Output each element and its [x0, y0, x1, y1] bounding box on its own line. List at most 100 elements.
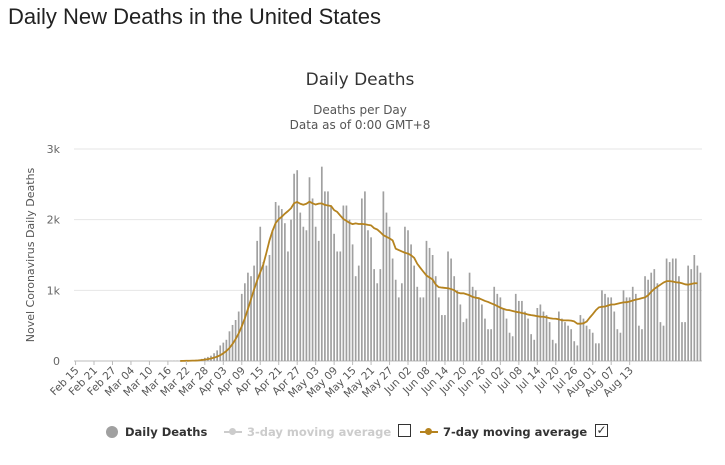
bar-daily-deaths	[447, 251, 449, 361]
bar-daily-deaths	[228, 331, 231, 361]
bar-daily-deaths	[508, 332, 511, 361]
bar-daily-deaths	[678, 276, 680, 361]
bar-daily-deaths	[674, 258, 677, 361]
bar-daily-deaths	[401, 283, 403, 361]
bar-daily-deaths	[367, 230, 369, 361]
y-tick-label: 3k	[47, 143, 61, 156]
bar-daily-deaths	[662, 325, 665, 361]
bar-daily-deaths	[554, 343, 557, 361]
bar-daily-deaths	[222, 342, 225, 361]
bar-daily-deaths	[502, 308, 505, 361]
bar-daily-deaths	[616, 329, 619, 361]
bar-daily-deaths	[280, 209, 283, 361]
bar-daily-deaths	[259, 226, 262, 361]
legend-marker-daily-deaths	[106, 426, 118, 438]
bar-daily-deaths	[625, 297, 628, 361]
bar-daily-deaths	[527, 318, 529, 361]
bar-daily-deaths	[573, 341, 576, 361]
bar-daily-deaths	[256, 240, 259, 361]
legend: Daily Deaths 3-day moving average 7-day …	[0, 420, 725, 446]
bar-daily-deaths	[582, 318, 585, 361]
bar-daily-deaths	[693, 255, 696, 361]
bar-daily-deaths	[536, 308, 539, 361]
bar-daily-deaths	[290, 219, 292, 361]
bar-daily-deaths	[431, 255, 434, 361]
bar-daily-deaths	[551, 339, 554, 361]
legend-item-daily-deaths[interactable]: Daily Deaths	[106, 420, 207, 444]
bar-daily-deaths	[250, 276, 252, 361]
bar-daily-deaths	[419, 297, 422, 361]
page-title: Daily New Deaths in the United States	[8, 4, 381, 29]
bar-daily-deaths	[665, 258, 668, 361]
bar-daily-deaths	[397, 297, 400, 361]
bar-daily-deaths	[517, 300, 520, 361]
bar-daily-deaths	[244, 283, 246, 361]
bar-daily-deaths	[450, 258, 452, 361]
bar-daily-deaths	[481, 304, 483, 361]
bar-daily-deaths	[579, 315, 582, 361]
bar-daily-deaths	[339, 251, 342, 361]
bar-daily-deaths	[490, 329, 492, 361]
bar-daily-deaths	[496, 293, 499, 361]
bar-daily-deaths	[585, 325, 588, 361]
bar-daily-deaths	[477, 297, 480, 361]
legend-item-3day-average[interactable]: 3-day moving average	[224, 420, 391, 444]
bar-daily-deaths	[524, 311, 526, 361]
bar-daily-deaths	[650, 272, 653, 361]
bar-daily-deaths	[348, 219, 351, 361]
y-axis-ticks: 0 1k 2k 3k	[47, 143, 61, 368]
bar-daily-deaths	[373, 269, 375, 361]
bar-daily-deaths	[262, 262, 265, 361]
bar-daily-deaths	[284, 223, 286, 361]
toggle-7day-average-checkbox[interactable]: ✓	[595, 423, 608, 437]
bar-daily-deaths	[407, 230, 409, 361]
bar-daily-deaths	[416, 286, 419, 361]
line-7day-average	[180, 200, 698, 362]
bar-daily-deaths	[237, 311, 240, 361]
bar-daily-deaths	[453, 276, 456, 361]
bar-daily-deaths	[465, 318, 468, 361]
bar-daily-deaths	[631, 286, 634, 361]
bar-daily-deaths	[570, 329, 573, 361]
bar-daily-deaths	[530, 334, 532, 361]
bar-daily-deaths	[404, 226, 406, 361]
bar-daily-deaths	[687, 265, 689, 361]
chart-subtitle-line-1: Deaths per Day	[313, 103, 407, 117]
y-tick-label: 1k	[47, 284, 61, 297]
bar-daily-deaths	[287, 251, 289, 361]
bar-daily-deaths	[317, 240, 320, 361]
bar-daily-deaths	[277, 205, 280, 361]
bar-daily-deaths	[314, 226, 317, 361]
bar-daily-deaths	[659, 322, 662, 361]
bar-daily-deaths	[696, 265, 699, 361]
bar-daily-deaths	[308, 177, 311, 361]
bar-daily-deaths	[247, 272, 249, 361]
bar-daily-deaths	[471, 286, 474, 361]
bar-daily-deaths	[487, 329, 489, 361]
bar-daily-deaths	[671, 258, 674, 361]
legend-item-7day-average[interactable]: 7-day moving average	[420, 420, 587, 444]
bar-daily-deaths	[699, 272, 702, 361]
bar-daily-deaths	[394, 279, 397, 361]
bar-daily-deaths	[413, 265, 416, 361]
bar-daily-deaths	[607, 297, 609, 361]
bar-daily-deaths	[539, 304, 542, 361]
bar-daily-deaths	[484, 318, 486, 361]
bar-daily-deaths	[265, 265, 268, 361]
bar-daily-deaths	[533, 339, 536, 361]
bar-daily-deaths	[591, 332, 594, 361]
bar-daily-deaths	[656, 283, 659, 361]
bar-daily-deaths	[628, 297, 631, 361]
bar-daily-deaths	[370, 237, 372, 361]
bar-daily-deaths	[561, 318, 563, 361]
bar-daily-deaths	[567, 325, 569, 361]
legend-label-3day-average: 3-day moving average	[247, 425, 392, 439]
bar-daily-deaths	[622, 290, 625, 361]
bar-daily-deaths	[604, 293, 606, 361]
y-axis-label: Novel Coronavirus Daily Deaths	[24, 167, 37, 342]
bar-daily-deaths	[459, 304, 462, 361]
toggle-3day-average-checkbox[interactable]	[398, 424, 411, 437]
bar-daily-deaths	[444, 315, 446, 361]
bar-daily-deaths	[613, 311, 616, 361]
